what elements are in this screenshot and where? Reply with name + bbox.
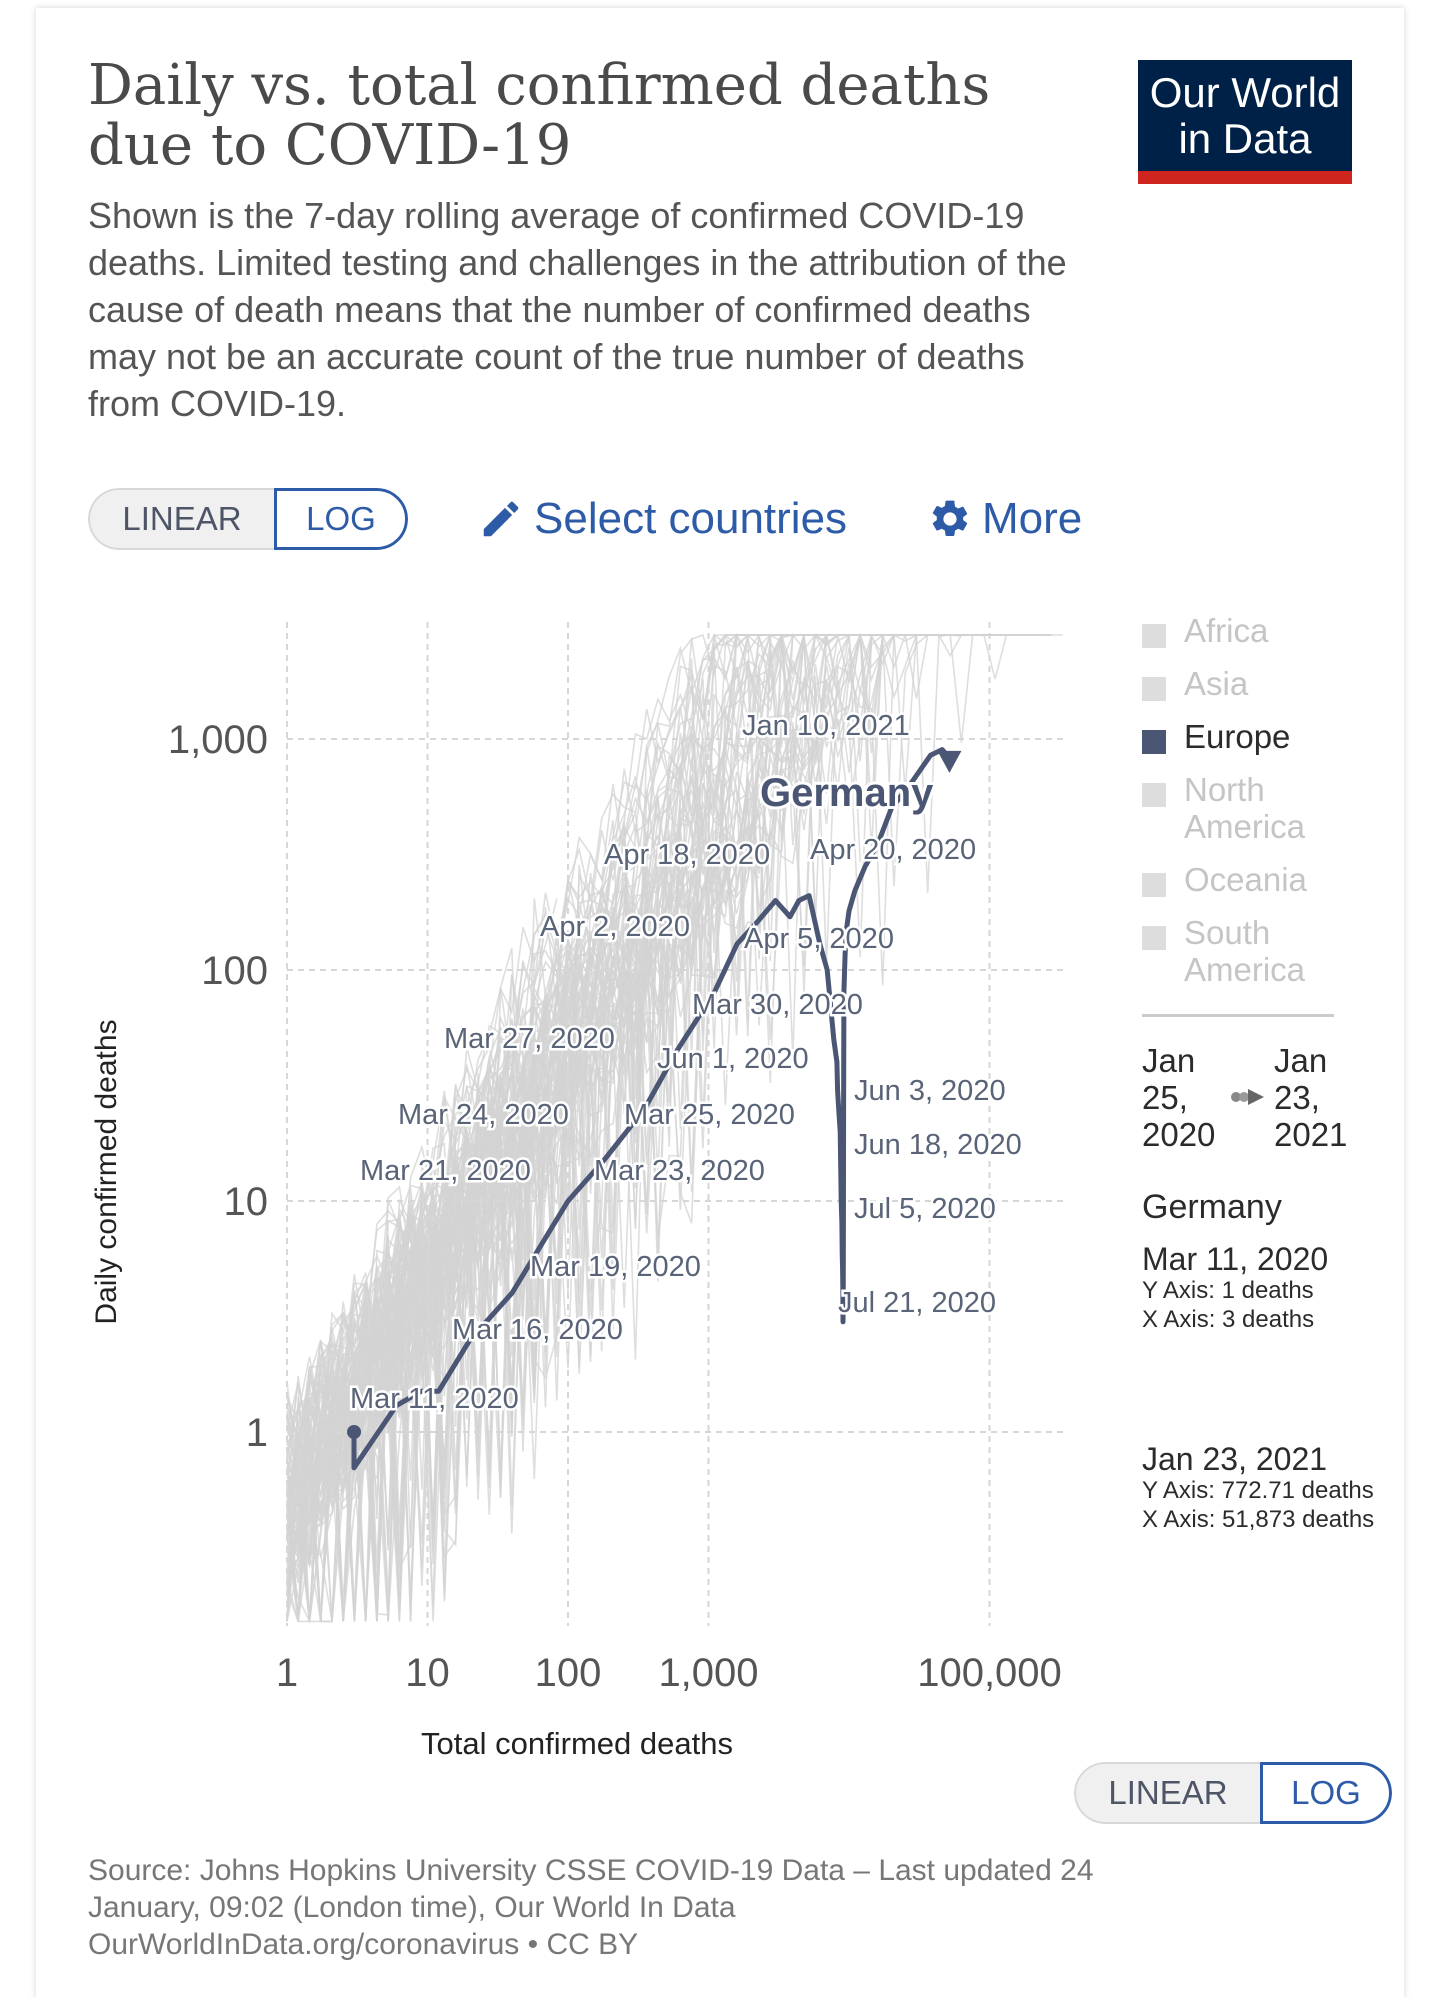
select-countries-button[interactable]: Select countries [478,488,847,550]
logo-line-1: Our World [1149,69,1341,116]
more-label: More [982,494,1083,543]
legend-swatch [1142,677,1166,701]
select-countries-label: Select countries [534,494,848,543]
time-range-end[interactable]: Jan 23, 2021 [1274,1042,1348,1153]
scale-toggle-bottom: LINEAR LOG [1074,1762,1392,1824]
tooltip-end-y: Y Axis: 772.71 deaths [1142,1477,1374,1504]
legend-swatch [1142,624,1166,648]
footer-line-3[interactable]: OurWorldInData.org/coronavirus • CC BY [88,1928,639,1961]
legend-swatch [1142,783,1166,807]
logo-line-2: in Data [1178,115,1312,162]
more-button[interactable]: More [928,488,1082,550]
play-arrow-icon[interactable] [1228,1086,1270,1108]
legend-swatch [1142,926,1166,950]
source-footer: Source: Johns Hopkins University CSSE CO… [88,1852,1238,1963]
log-button-bottom[interactable]: LOG [1260,1762,1392,1824]
legend-swatch [1142,730,1166,754]
tooltip-start-date: Mar 11, 2020 [1142,1241,1329,1277]
scale-toggle-top: LINEAR LOG [88,488,408,550]
legend-item-europe[interactable]: Europe [1142,718,1392,755]
footer-line-1: Source: Johns Hopkins University CSSE CO… [88,1854,1094,1887]
chart-title: Daily vs. total confirmed deaths due to … [88,53,991,178]
tooltip-end-x: X Axis: 51,873 deaths [1142,1506,1375,1533]
legend-divider [1142,1014,1334,1017]
footer-line-2: January, 09:02 (London time), Our World … [88,1891,736,1924]
owid-logo[interactable]: Our World in Data [1138,60,1352,184]
gear-icon [932,500,968,536]
tooltip-start-x: X Axis: 3 deaths [1142,1306,1315,1333]
tooltip-start-y: Y Axis: 1 deaths [1142,1277,1314,1304]
legend-item-north-america[interactable]: North America [1142,771,1354,845]
pencil-icon [483,501,519,537]
tooltip-end: Jan 23, 2021 Y Axis: 772.71 deaths X Axi… [1142,1442,1382,1534]
linear-button-bottom[interactable]: LINEAR [1074,1762,1260,1824]
legend-swatch [1142,873,1166,897]
legend-item-south-america[interactable]: South America [1142,914,1354,988]
linear-button[interactable]: LINEAR [88,488,274,550]
tooltip-start: Mar 11, 2020 Y Axis: 1 deaths X Axis: 3 … [1142,1242,1382,1334]
legend-item-oceania[interactable]: Oceania [1142,861,1392,898]
chart-subtitle: Shown is the 7-day rolling average of co… [88,195,1067,424]
log-button[interactable]: LOG [274,488,408,550]
tooltip-country: Germany [1142,1188,1282,1226]
tooltip-end-date: Jan 23, 2021 [1142,1441,1328,1477]
legend-item-africa[interactable]: Africa [1142,612,1392,649]
time-range-start[interactable]: Jan 25, 2020 [1142,1042,1216,1153]
legend: Africa Asia Europe North America Oceania… [1142,612,1392,1004]
legend-item-asia[interactable]: Asia [1142,665,1392,702]
